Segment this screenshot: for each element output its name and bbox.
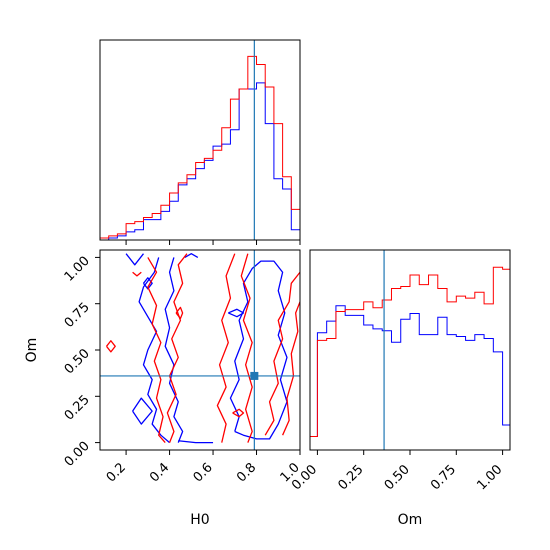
contour-blue-4 — [125, 253, 144, 266]
contour-red-8 — [232, 408, 245, 418]
x-axis-label-om: Om — [398, 512, 423, 528]
contour-blue-2 — [229, 260, 288, 440]
histogram-series-red — [99, 55, 301, 240]
contour-red-3 — [240, 253, 253, 443]
histogram-series-blue — [309, 305, 511, 450]
y-axis-label-om: Om — [24, 338, 40, 363]
contour-blue-0 — [138, 257, 170, 444]
contour-red-9 — [132, 271, 142, 277]
h0-histogram-frame — [99, 39, 301, 241]
contour-red-7 — [175, 306, 184, 320]
histogram-series-red — [309, 266, 511, 450]
histogram-series-blue — [100, 82, 301, 241]
contour-blue-7 — [178, 440, 214, 444]
h0-histogram-ticks — [125, 240, 301, 245]
h0-marginal-histogram — [99, 39, 301, 245]
contour-blue-3 — [132, 397, 153, 425]
joint-contour-plot-area — [100, 250, 300, 450]
h0-histogram-plot-area — [99, 40, 301, 241]
contour-red-0 — [147, 257, 166, 444]
contour-blue-1 — [164, 257, 184, 443]
contour-red-2 — [216, 253, 236, 443]
contour-blue-6 — [228, 308, 245, 318]
x-axis-label-h0: H0 — [190, 512, 209, 528]
contour-blue-5 — [142, 277, 153, 290]
joint-truth-marker — [250, 371, 259, 380]
contour-red-5 — [282, 301, 300, 436]
contour-blue-8 — [184, 253, 199, 258]
contour-red-6 — [106, 340, 116, 353]
om-histogram-plot-area — [309, 250, 511, 450]
contour-red-1 — [166, 253, 188, 443]
contour-red-4 — [264, 271, 300, 436]
